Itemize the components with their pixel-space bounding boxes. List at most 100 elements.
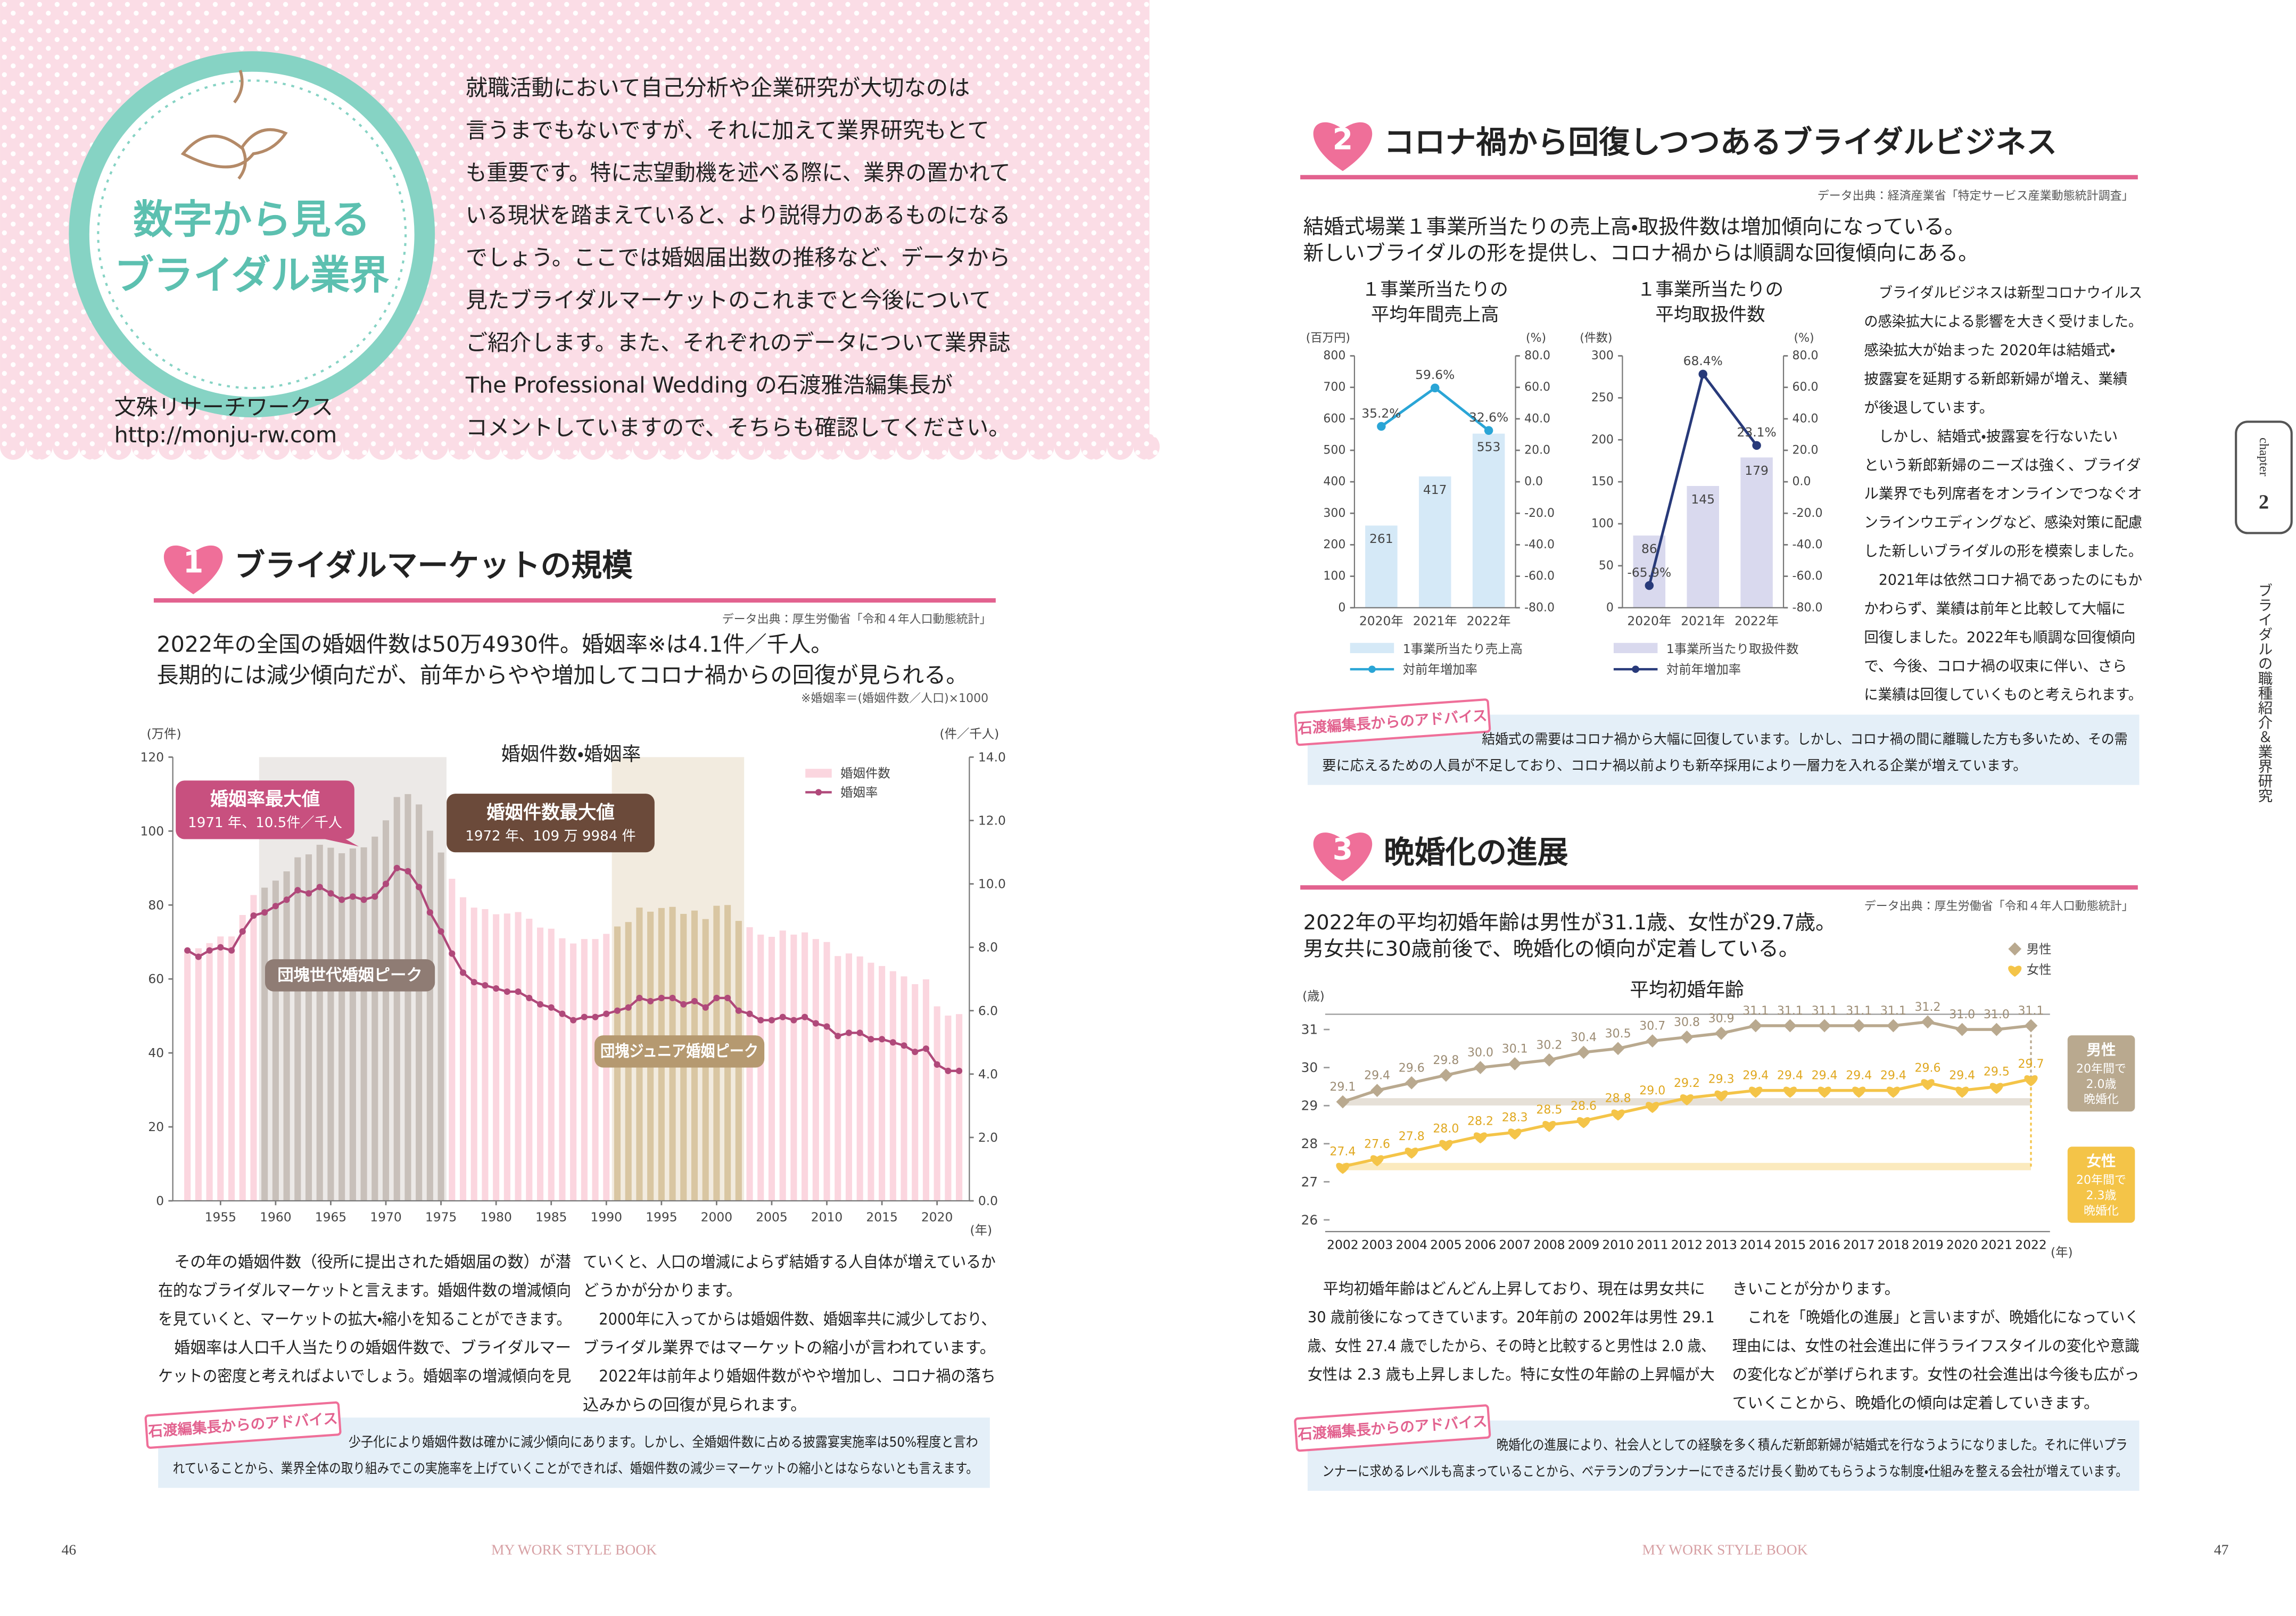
rate-value-label: 68.4% [1683,353,1723,368]
y2-tick-label: -20.0 [1793,507,1823,520]
rate-marker [956,1067,963,1074]
rate-marker [217,944,224,951]
age-value-label: 30.7 [1639,1020,1665,1033]
legend-label: 婚姻率 [840,785,878,799]
rate-marker [592,1013,599,1020]
y-tick-label: 100 [1323,570,1345,583]
y-tick-label: 200 [1591,433,1614,447]
x-tick-label: 1960 [260,1209,292,1224]
body-text: きいことが分かります。 [1732,1280,1900,1298]
scallop [1080,433,1107,460]
y2-tick-label: -40.0 [1793,538,1823,551]
advice-text: 結婚式の需要はコロナ禍から大幅に回復しています。しかし、コロナ禍の間に離職した方… [1482,731,2127,747]
x-tick-label: 2005 [1430,1238,1462,1252]
legend-swatch [1632,665,1640,673]
rate-marker [835,1033,841,1040]
bar [195,948,202,1201]
age-value-label: 29.0 [1639,1084,1665,1098]
body-text: ブライダルビジネスは新型コロナウイルス [1879,284,2142,301]
body-text: の変化などが挙げられます。女性の社会進出は今後も広がっ [1732,1365,2140,1383]
scallop [948,433,976,460]
scallop [843,433,870,460]
x-tick-label: 1965 [315,1209,347,1224]
age-marker [1542,1120,1556,1132]
bar [316,845,323,1201]
body-text: 理由には、女性の社会進出に伴うライフスタイルの変化や意識 [1732,1337,2140,1355]
lead-text: 長期的には減少傾向だが、前年からやや増加してコロナ禍からの回復が見られる。 [156,662,968,688]
body-text: が後退しています。 [1864,399,1994,416]
age-value-label: 31.1 [1846,1004,1872,1018]
body-text: を見ていくと、マーケットの拡大・縮小を知ることができます。 [158,1310,571,1329]
rate-marker [713,994,720,1001]
rate-marker [526,994,533,1001]
x-tick-label: 1980 [480,1209,512,1224]
bar [856,956,863,1201]
age-value-label: 31.1 [2018,1004,2044,1018]
rate-marker [625,1004,632,1011]
age-marker [1474,1061,1487,1075]
age-value-label: 29.4 [1880,1069,1906,1083]
y2-tick-label: 80.0 [1793,349,1819,362]
rate-marker [228,947,235,954]
intro-text: 就職活動において自己分析や企業研究が大切なのは [466,75,970,101]
bar [283,871,290,1201]
age-value-label: 29.2 [1674,1077,1700,1090]
rate-marker [283,896,290,903]
rate-marker [757,1017,764,1024]
bar [272,880,279,1201]
body-text: しかし、結婚式・披露宴を行ないたい [1879,428,2118,445]
chart-title: １事業所当たりの [1362,279,1508,301]
rate-marker [272,903,279,910]
bar-value-label: 553 [1477,439,1501,454]
bar-value-label: 179 [1745,463,1769,478]
intro-text: ご紹介します。また、それぞれのデータについて業界誌 [466,330,1010,356]
x-tick-label: 1955 [205,1209,237,1224]
x-tick-label: 1995 [646,1209,678,1224]
bar [1365,525,1398,608]
rate-marker [393,864,400,871]
y-tick-label: 300 [1323,507,1345,520]
scallop [0,433,27,460]
rate-marker [515,988,522,995]
x-tick-label: 2021年 [1413,614,1457,629]
section-title: ブライダルマーケットの規模 [234,547,633,583]
y2-axis-unit: (件／千人) [939,726,999,741]
scallop [53,433,79,460]
rate-marker [1484,426,1493,435]
age-value-label: 30.8 [1674,1016,1700,1029]
bar [581,939,588,1201]
bar [812,939,819,1201]
rate-marker [482,982,489,989]
peak-label-box [265,959,435,992]
chart-title: 平均初婚年齢 [1630,979,1744,1001]
bar [217,936,224,1201]
body-text: ンラインウエディングなど、感染対策に配慮 [1864,514,2142,531]
chart-title: 婚姻件数・婚姻率 [501,743,641,765]
bar [416,804,423,1201]
bar [349,848,356,1201]
bar [548,928,555,1201]
age-marker [1818,1086,1831,1098]
rate-value-label: -65.9% [1627,565,1671,580]
y-tick-label: 30 [1301,1060,1318,1075]
scallop [817,433,844,460]
legend-label: 女性 [2027,962,2052,977]
x-tick-label: 2020 [921,1209,953,1224]
rate-marker [305,890,312,897]
x-tick-label: 2010 [811,1209,843,1224]
age-value-label: 29.6 [1915,1061,1941,1075]
peak-label-box [594,1035,765,1068]
x-tick-label: 2020 [1946,1238,1978,1252]
age-value-label: 31.2 [1915,1001,1941,1014]
rate-marker [503,988,510,995]
bar [360,847,367,1201]
magazine-name: MY WORK STYLE BOOK [491,1541,657,1557]
x-tick-label: 2007 [1499,1238,1531,1252]
rate-marker [934,1061,940,1068]
y-tick-label: 150 [1591,475,1614,489]
bar [449,878,456,1201]
age-marker [1680,1094,1694,1106]
body-text: 2021年は依然コロナ禍であったのにもか [1879,571,2142,588]
rate-marker [493,985,500,992]
